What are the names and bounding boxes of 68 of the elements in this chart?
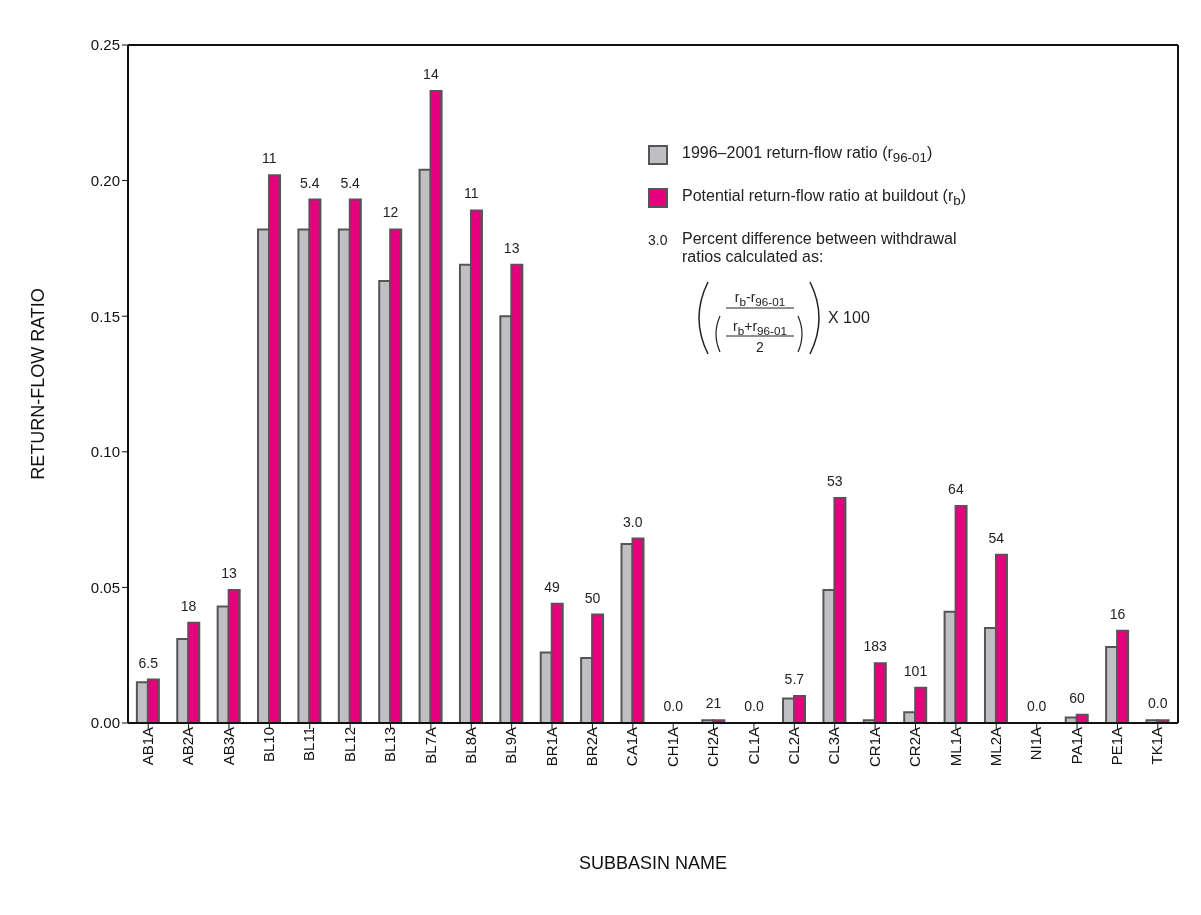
- x-tick-label: AB3A: [219, 727, 237, 766]
- annotation: 11: [262, 150, 277, 167]
- legend-label: Potential return-flow ratio at buildout (r$_{b}$): [682, 187, 966, 209]
- annotation: 5.4: [300, 174, 320, 191]
- annotation: 0.0: [1148, 695, 1168, 712]
- x-tick-label: TK1A: [1148, 727, 1166, 765]
- x-tick-label: CL2A: [785, 727, 802, 765]
- annotation: 21: [705, 695, 722, 712]
- annotation: 13: [221, 565, 237, 582]
- x-tick-label: CA1A: [623, 727, 641, 767]
- legend-label: 1996–2001 return-flow ratio (r$_{96-01}$): [682, 144, 933, 166]
- annotation: r$_{b}$-r$_{96-01}$: [734, 289, 786, 309]
- x-tick-label: CR1A: [865, 727, 883, 768]
- y-tick-label: 0.10: [90, 443, 120, 461]
- annotation: 5.7: [784, 670, 805, 687]
- annotation: Percent difference between withdrawal ratios calculated as:: [682, 230, 958, 267]
- x-tick-label: CL1A: [744, 727, 762, 765]
- x-tick-label: BL8A: [461, 727, 479, 764]
- annotation: 18: [180, 597, 197, 614]
- annotation: 16: [1109, 605, 1126, 622]
- x-tick-label: CL3A: [825, 727, 843, 765]
- y-axis-title: RETURN-FLOW RATIO: [28, 288, 49, 480]
- x-tick-label: BL9A: [502, 727, 520, 764]
- annotation: 49: [544, 578, 561, 595]
- x-tick-label: BL7A: [421, 727, 439, 764]
- y-tick-label: 0.00: [90, 714, 120, 732]
- x-tick-label: AB1A: [138, 727, 156, 766]
- annotation: 2: [756, 339, 764, 356]
- annotation: 3.0: [648, 232, 669, 249]
- annotation: X 100: [828, 309, 870, 328]
- x-tick-label: BL10: [260, 727, 277, 763]
- annotation: 3.0: [623, 513, 643, 530]
- x-tick-label: ML2A: [986, 727, 1004, 767]
- x-tick-label: CH1A: [663, 727, 681, 768]
- x-tick-label: CH2A: [704, 727, 722, 768]
- x-tick-label: BR1A: [542, 727, 560, 767]
- annotation: 6.5: [138, 654, 159, 671]
- x-tick-label: CR2A: [906, 727, 924, 768]
- x-tick-label: NI1A: [1027, 727, 1045, 761]
- annotation: r$_{b}$+r$_{96-01}$: [733, 318, 787, 338]
- annotation: 64: [948, 481, 964, 498]
- annotation: 0.0: [663, 698, 684, 714]
- annotation: 183: [863, 638, 888, 655]
- x-tick-label: BL11: [300, 727, 318, 761]
- x-tick-label: BL13: [381, 727, 399, 763]
- y-tick-label: 0.05: [90, 578, 120, 596]
- x-axis-title: SUBBASIN NAME: [578, 853, 728, 873]
- annotation: 14: [423, 66, 439, 83]
- x-tick-label: PE1A: [1108, 727, 1126, 766]
- x-tick-label: BL12: [340, 727, 358, 763]
- annotation: 12: [382, 204, 399, 221]
- y-tick-label: 0.25: [90, 36, 120, 54]
- annotation: 11: [464, 185, 479, 202]
- annotation: 50: [584, 589, 601, 606]
- annotation: 13: [503, 239, 520, 256]
- x-tick-label: BR2A: [583, 727, 601, 767]
- y-tick-label: 0.15: [90, 307, 120, 325]
- annotation: 54: [988, 529, 1005, 546]
- annotation: 101: [903, 662, 928, 679]
- x-tick-label: ML1A: [946, 727, 964, 767]
- x-tick-label: AB2A: [179, 727, 197, 766]
- annotation: 0.0: [744, 698, 764, 714]
- annotation: 60: [1069, 689, 1086, 706]
- x-tick-label: PA1A: [1067, 727, 1085, 765]
- annotation: 53: [826, 472, 843, 489]
- annotation: 5.4: [340, 174, 361, 191]
- annotation: 0.0: [1026, 698, 1047, 714]
- y-tick-label: 0.20: [90, 171, 120, 189]
